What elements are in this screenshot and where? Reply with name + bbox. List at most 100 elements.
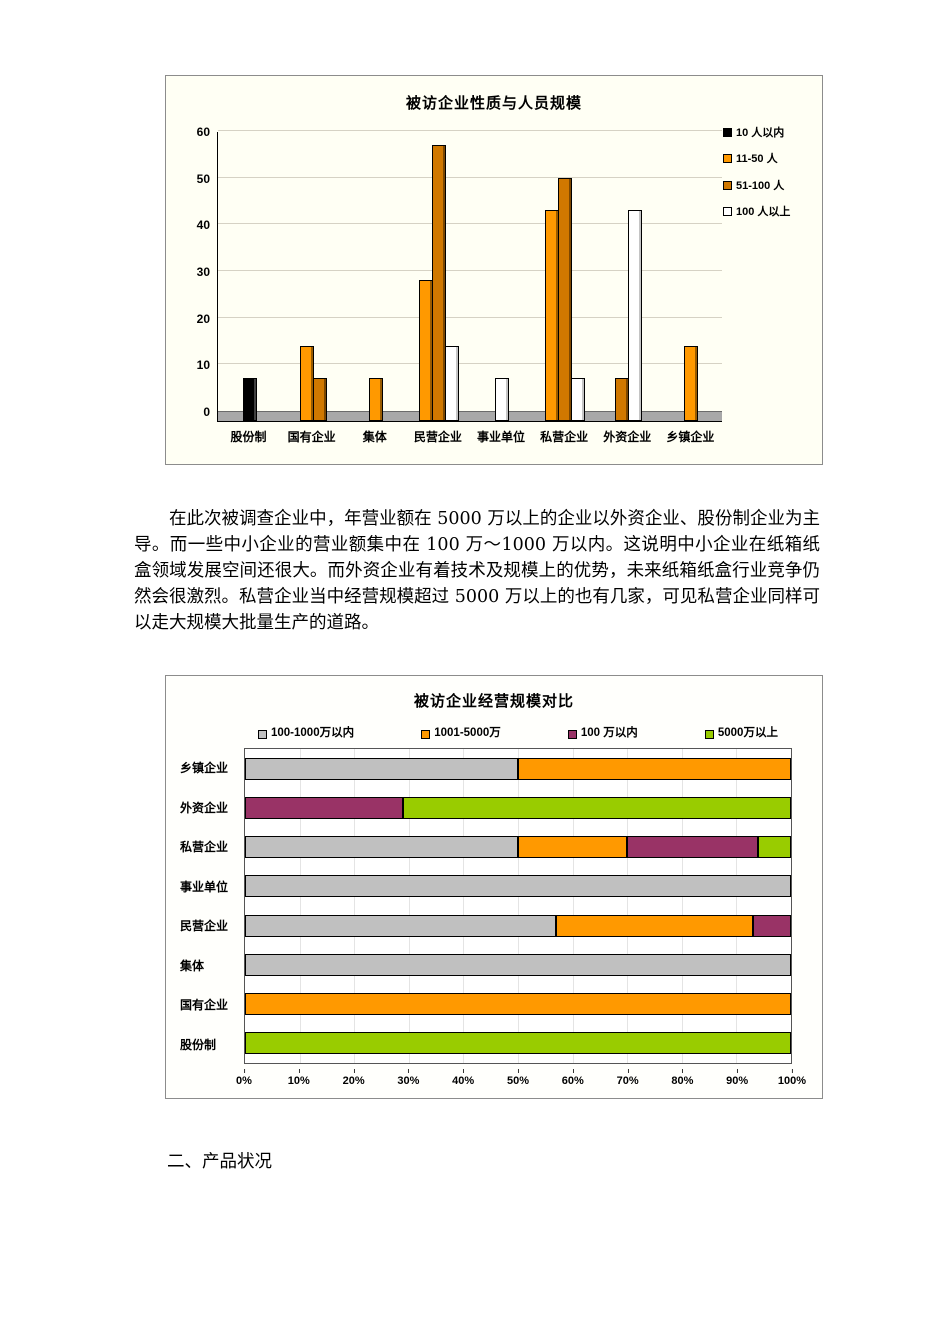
- bar-track: [245, 757, 791, 780]
- chart2-x-axis-labels: 0% 10% 20% 30% 40% 50% 60% 70% 80% 90% 100%: [236, 1068, 806, 1090]
- bar-segment: [245, 914, 557, 937]
- bar-cluster: [218, 378, 281, 421]
- chart1-title: 被访企业性质与人员规模: [405, 95, 582, 112]
- x-axis-label: 股份制: [230, 430, 267, 444]
- bar: [432, 145, 446, 421]
- chart2-title: 被访企业经营规模对比: [413, 693, 574, 710]
- analysis-paragraph: 在此次被调查企业中，年营业额在 5000 万以上的企业以外资企业、股份制企业为主…: [134, 509, 820, 633]
- y-tick-label: 0: [203, 405, 210, 419]
- bar-cluster: [407, 145, 470, 421]
- chart-business-scale: 被访企业经营规模对比 100-1000万以内 1001-5000万 100 万以内 5…: [165, 675, 823, 1099]
- category-label: 国有企业: [180, 998, 229, 1013]
- y-tick-label: 20: [196, 311, 210, 326]
- bar-segment: [627, 836, 759, 859]
- legend-swatch: [723, 180, 732, 190]
- legend-label: 100 人以上: [736, 205, 791, 218]
- bar-segment: [245, 993, 791, 1016]
- legend-swatch: [567, 729, 577, 739]
- legend-item: 100 万以内: [567, 726, 638, 741]
- bar: [419, 280, 433, 421]
- chart1-floor: [218, 411, 722, 421]
- gridline: [627, 749, 629, 1063]
- bar-cluster: [659, 345, 722, 421]
- chart1-legend: 10 人以内 11-50 人 51-100 人 100 人以上: [723, 126, 817, 231]
- bar-segment: [752, 914, 791, 937]
- bar: [558, 177, 572, 421]
- gridline: [681, 749, 683, 1063]
- x-tick-label: 90%: [726, 1069, 749, 1087]
- x-tick-label: 40%: [452, 1069, 475, 1087]
- gridline: [463, 749, 465, 1063]
- bar: [614, 378, 629, 421]
- bar: [684, 345, 698, 421]
- legend-label: 11-50 人: [736, 153, 778, 166]
- gridline: [299, 749, 301, 1063]
- bar-row: [245, 749, 791, 788]
- bar-row: [245, 788, 791, 827]
- legend-swatch: [421, 729, 431, 739]
- category-label: 集体: [180, 958, 205, 973]
- section-heading-products: 二、产品状况: [167, 1152, 272, 1172]
- legend-swatch: [723, 206, 732, 216]
- x-tick-label: 0%: [236, 1069, 252, 1087]
- x-axis-label: 私营企业: [540, 430, 589, 444]
- bar: [627, 210, 642, 421]
- bar: [312, 378, 327, 421]
- bar-segment: [245, 875, 791, 898]
- category-label: 股份制: [180, 1037, 217, 1052]
- legend-item: 51-100 人: [723, 179, 817, 193]
- gridline: [218, 130, 722, 131]
- bar: [445, 345, 459, 421]
- chart1-plot-area: [217, 130, 722, 422]
- bar-cluster: [596, 210, 659, 421]
- gridline: [218, 176, 722, 178]
- x-tick-label: 100%: [777, 1069, 807, 1087]
- x-axis-label: 乡镇企业: [666, 430, 715, 444]
- chart2-plot-area: [244, 748, 792, 1064]
- bar-row: [245, 1024, 791, 1063]
- legend-item: 10 人以内: [723, 126, 817, 140]
- bar-track: [245, 914, 791, 937]
- legend-label: 51-100 人: [736, 179, 785, 192]
- bar-segment: [758, 836, 791, 859]
- bar-segment: [245, 796, 404, 819]
- x-tick-label: 30%: [397, 1069, 420, 1087]
- y-tick-label: 40: [196, 218, 210, 233]
- legend-swatch: [704, 729, 714, 739]
- legend-label: 1001-5000万: [434, 726, 501, 739]
- x-axis-label: 集体: [362, 430, 387, 444]
- legend-item: 1001-5000万: [421, 726, 501, 741]
- y-tick-label: 50: [196, 171, 210, 186]
- bar: [299, 345, 314, 421]
- bar: [545, 210, 559, 421]
- legend-swatch: [723, 128, 732, 137]
- chart-personnel-scale: 被访企业性质与人员规模 0 10 20 30 40 50 60 10 人以内 11-50 人 5…: [165, 75, 823, 465]
- bar-segment: [245, 836, 518, 859]
- x-tick-label: 20%: [342, 1069, 365, 1087]
- category-label: 乡镇企业: [180, 761, 229, 776]
- legend-item: 100 人以上: [723, 205, 817, 219]
- chart1-x-axis-labels: 股份制 国有企业 集体 民营企业 事业单位 私营企业 外资企业 乡镇企业: [217, 428, 722, 445]
- legend-swatch: [258, 729, 267, 739]
- chart2-rows: [245, 749, 791, 1063]
- bar-row: [245, 828, 791, 867]
- bar-cluster: [344, 378, 407, 421]
- x-tick-label: 80%: [671, 1069, 694, 1087]
- x-tick-label: 10%: [287, 1069, 310, 1087]
- gridline: [218, 363, 722, 365]
- bar-row: [245, 985, 791, 1024]
- bar-track: [245, 993, 791, 1016]
- legend-item: 100-1000万以内: [258, 726, 354, 741]
- chart2-category-labels: 乡镇企业 外资企业 私营企业 事业单位 民营企业 集体 国有企业 股份制: [180, 748, 244, 1064]
- y-tick-label: 60: [196, 125, 210, 139]
- gridline: [218, 223, 722, 225]
- chart2-legend: 100-1000万以内 1001-5000万 100 万以内 5000万以上: [244, 722, 792, 744]
- legend-label: 100-1000万以内: [271, 726, 355, 739]
- gridline: [218, 270, 722, 271]
- x-tick-label: 50%: [506, 1069, 530, 1087]
- bar: [369, 378, 383, 421]
- x-tick-label: 60%: [561, 1069, 584, 1087]
- gridline: [218, 316, 722, 318]
- bar-track: [245, 875, 791, 898]
